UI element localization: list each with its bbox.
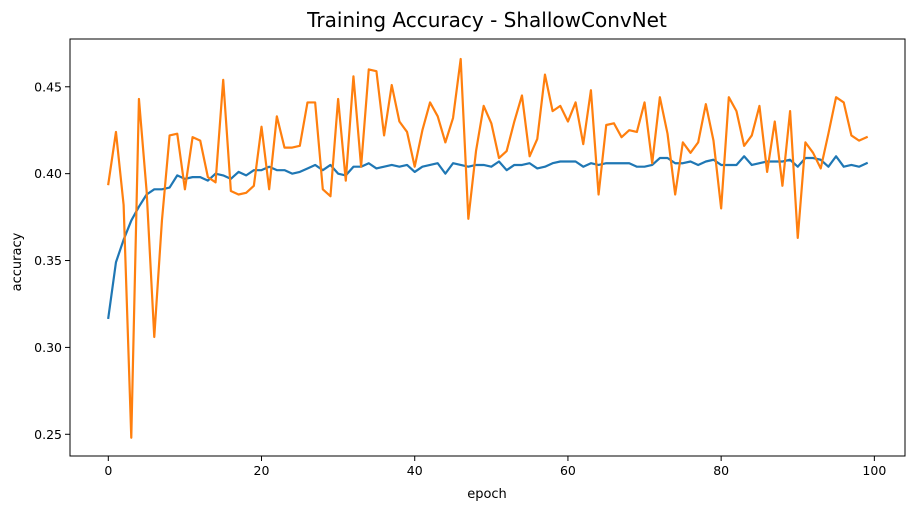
plot-frame [69, 38, 906, 457]
chart-title: Training Accuracy - ShallowConvNet [306, 8, 667, 32]
y-tick-label: 0.25 [34, 427, 62, 442]
y-tick-label: 0.30 [34, 340, 62, 355]
y-tick-label: 0.35 [34, 253, 62, 268]
x-axis: 0 20 40 60 80 100 [104, 456, 886, 478]
x-tick-label: 0 [104, 463, 112, 478]
series-line-2 [107, 57, 869, 439]
x-tick-label: 20 [254, 463, 270, 478]
y-axis-label: accuracy [10, 232, 25, 291]
x-tick-label: 40 [407, 463, 423, 478]
y-axis: 0.25 0.30 0.35 0.40 0.45 [34, 79, 70, 442]
y-tick-label: 0.40 [34, 166, 62, 181]
series-line-1 [107, 155, 869, 320]
y-tick-label: 0.45 [34, 79, 62, 94]
x-tick-label: 60 [560, 463, 576, 478]
x-tick-label: 100 [862, 463, 886, 478]
x-tick-label: 80 [713, 463, 729, 478]
x-axis-label: epoch [467, 487, 507, 502]
plot-area [107, 57, 869, 439]
